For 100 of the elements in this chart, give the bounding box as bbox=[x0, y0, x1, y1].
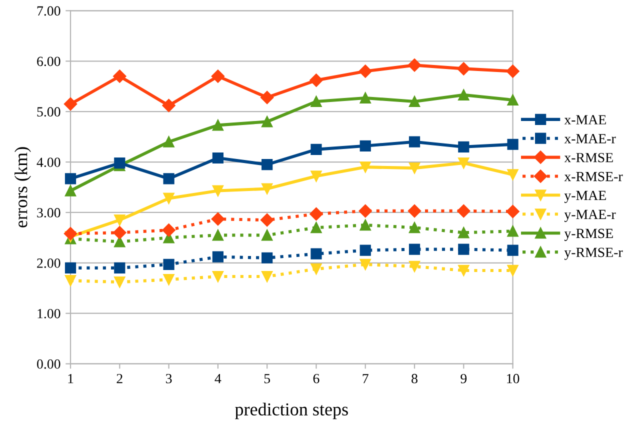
point bbox=[64, 97, 78, 111]
point bbox=[458, 89, 470, 100]
point bbox=[310, 207, 323, 221]
point bbox=[64, 185, 76, 196]
point bbox=[113, 70, 126, 83]
legend-label: x-RMSE-r bbox=[564, 172, 623, 182]
x-tick-label: 10 bbox=[507, 374, 520, 384]
point bbox=[507, 226, 518, 237]
y-tick-label: 3.00 bbox=[37, 208, 60, 218]
x-tick-label: 2 bbox=[116, 374, 122, 384]
point bbox=[408, 204, 422, 218]
point bbox=[408, 162, 420, 174]
point bbox=[360, 220, 371, 231]
point bbox=[262, 183, 273, 194]
x-tick-label: 5 bbox=[264, 374, 270, 384]
point bbox=[360, 162, 371, 173]
point bbox=[360, 92, 371, 104]
point bbox=[163, 192, 174, 204]
point bbox=[408, 244, 420, 255]
x-tick-label: 1 bbox=[68, 374, 74, 384]
legend-label: y-MAE bbox=[564, 190, 606, 204]
x-axis-title: prediction steps bbox=[235, 402, 348, 420]
point bbox=[506, 204, 520, 218]
point bbox=[506, 64, 520, 78]
point bbox=[408, 136, 420, 148]
point bbox=[458, 157, 470, 169]
point bbox=[64, 227, 78, 240]
legend-label: x-RMSE bbox=[564, 152, 613, 162]
point bbox=[64, 275, 76, 286]
x-tick-label: 4 bbox=[214, 374, 222, 384]
point bbox=[360, 258, 371, 270]
point bbox=[310, 222, 322, 234]
point bbox=[114, 214, 126, 226]
y-tick-label: 6.00 bbox=[37, 56, 60, 66]
point bbox=[358, 204, 372, 218]
legend-label: x-MAE bbox=[564, 115, 606, 124]
legend-label: y-MAE-r bbox=[564, 210, 616, 222]
point bbox=[262, 158, 273, 170]
point bbox=[310, 263, 322, 275]
point bbox=[64, 262, 76, 274]
x-tick-label: 9 bbox=[460, 374, 467, 384]
point bbox=[262, 230, 273, 241]
point bbox=[162, 224, 176, 237]
point bbox=[212, 270, 224, 282]
point bbox=[114, 262, 126, 274]
x-tick-label: 7 bbox=[362, 374, 368, 384]
point bbox=[507, 138, 518, 150]
point bbox=[262, 270, 273, 282]
point bbox=[163, 274, 174, 286]
legend-label: x-MAE-r bbox=[564, 134, 616, 144]
y-tick-label: 7.00 bbox=[37, 6, 60, 16]
legend-label: y-RMSE bbox=[564, 228, 613, 241]
point bbox=[113, 226, 126, 240]
point bbox=[212, 185, 224, 196]
point bbox=[408, 222, 420, 234]
point bbox=[260, 90, 274, 104]
point bbox=[310, 248, 322, 260]
y-axis-title: errors (km) bbox=[14, 147, 31, 228]
point bbox=[310, 74, 323, 87]
point bbox=[507, 94, 518, 106]
point bbox=[211, 212, 225, 226]
y-tick-label: 2.00 bbox=[37, 258, 60, 268]
y-tick-label: 4.00 bbox=[36, 158, 60, 168]
point bbox=[507, 264, 518, 276]
x-tick-label: 3 bbox=[166, 374, 172, 384]
point bbox=[458, 264, 470, 276]
point bbox=[212, 152, 224, 164]
x-tick-label: 6 bbox=[313, 374, 320, 384]
point bbox=[457, 204, 470, 218]
point bbox=[260, 213, 274, 227]
point bbox=[458, 227, 470, 238]
y-tick-label: 5.00 bbox=[37, 107, 60, 117]
point bbox=[212, 230, 224, 241]
point bbox=[457, 62, 470, 76]
x-tick-label: 8 bbox=[412, 374, 418, 384]
point bbox=[360, 140, 371, 152]
point bbox=[163, 258, 174, 270]
point bbox=[163, 173, 174, 184]
point bbox=[408, 96, 420, 108]
point bbox=[310, 144, 322, 155]
point bbox=[212, 251, 224, 262]
point bbox=[310, 96, 322, 108]
point bbox=[507, 169, 518, 180]
point bbox=[358, 64, 372, 78]
point bbox=[310, 170, 322, 182]
point bbox=[64, 173, 76, 184]
point bbox=[212, 120, 224, 131]
legend-label: y-RMSE-r bbox=[564, 248, 623, 260]
point bbox=[458, 244, 470, 255]
point bbox=[408, 260, 420, 272]
point bbox=[507, 244, 518, 256]
y-tick-label: 1.00 bbox=[38, 308, 60, 318]
point bbox=[114, 157, 126, 169]
y-tick-label: 0.00 bbox=[37, 359, 60, 369]
point bbox=[262, 116, 273, 128]
point bbox=[211, 70, 225, 83]
point bbox=[408, 58, 422, 72]
point bbox=[162, 98, 176, 112]
point bbox=[163, 136, 174, 148]
point bbox=[262, 252, 273, 264]
